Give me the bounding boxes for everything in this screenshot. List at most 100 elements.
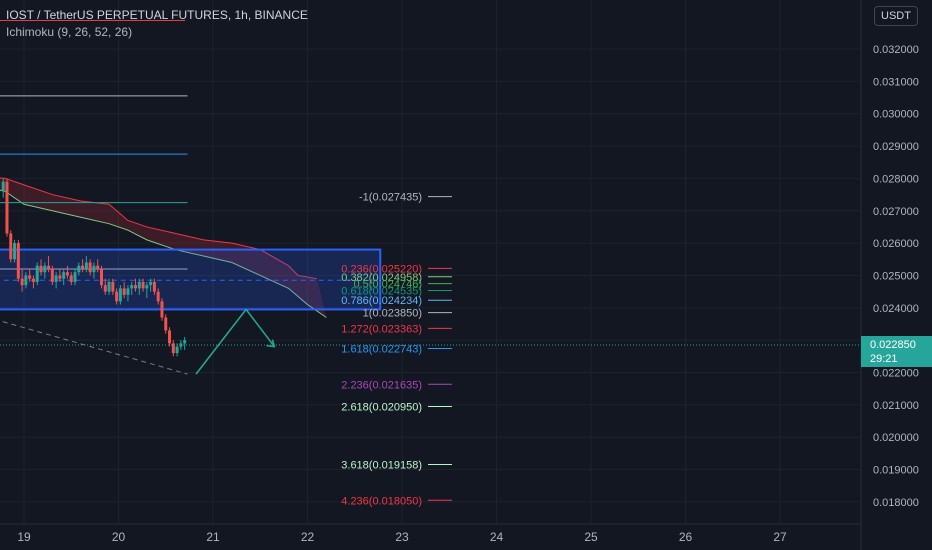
price-tick-label: 0.025000	[873, 270, 919, 282]
fib-level-label: 0.786(0.024234)	[341, 295, 422, 307]
candle-body	[35, 265, 39, 282]
candle-body	[39, 265, 43, 273]
candle-body	[77, 265, 81, 273]
time-tick-label: 26	[679, 530, 693, 544]
indicator-legend[interactable]: Ichimoku (9, 26, 52, 26)	[6, 25, 133, 39]
candle-body	[54, 275, 58, 282]
time-tick-label: 21	[206, 530, 220, 544]
time-axis[interactable]: 19 20 21 22 23 24 25 26 27	[17, 530, 787, 544]
candle-body	[69, 275, 73, 282]
candle-body	[62, 272, 66, 279]
candle-body	[111, 281, 115, 292]
trendlines[interactable]	[0, 308, 276, 375]
price-tick-label: 0.020000	[873, 432, 919, 444]
candle-body	[134, 285, 138, 289]
fib-level-label: 2.236(0.021635)	[341, 379, 422, 391]
candle-body	[28, 275, 32, 279]
price-tick-label: 0.030000	[873, 109, 919, 121]
cloud-upper-line	[0, 177, 318, 280]
time-tick-label: 22	[301, 530, 315, 544]
ichimoku-cloud	[0, 177, 327, 318]
candle-body	[84, 262, 88, 269]
fib-level-label: 2.618(0.020950)	[341, 401, 422, 413]
fib-level-label: 1.618(0.022743)	[341, 343, 422, 355]
header-underline	[0, 20, 185, 21]
price-tick-label: 0.021000	[873, 400, 919, 412]
candle-body	[160, 301, 164, 318]
candle-body	[122, 288, 126, 295]
time-tick-label: 20	[112, 530, 126, 544]
candle-body	[141, 281, 145, 289]
candle-body	[156, 291, 160, 302]
price-tick-label: 0.032000	[873, 44, 919, 56]
candle-body	[183, 340, 187, 344]
dashed-trendline[interactable]	[0, 314, 188, 375]
candle-body	[115, 291, 119, 302]
time-tick-label: 23	[395, 530, 409, 544]
fib-level-label: -1(0.027435)	[359, 192, 422, 204]
candle-countdown: 29:21	[870, 353, 898, 365]
candle-body	[149, 281, 153, 286]
current-price-tag: 0.022850 29:21	[861, 336, 932, 367]
candle-body	[164, 317, 168, 331]
candle-body	[73, 272, 77, 282]
price-tick-label: 0.028000	[873, 173, 919, 185]
currency-button[interactable]: USDT	[874, 6, 918, 26]
price-axis[interactable]: 0.032000 0.031000 0.030000 0.029000 0.028000…	[873, 44, 919, 509]
candle-body	[168, 330, 172, 344]
candle-body	[92, 265, 96, 273]
candle-body	[126, 288, 130, 295]
candle-body	[5, 181, 9, 234]
candle-body	[118, 288, 122, 302]
cloud-fill	[0, 177, 327, 318]
candle-body	[1, 181, 5, 192]
projection-arrowhead[interactable]	[266, 339, 276, 348]
candle-body	[99, 268, 103, 286]
price-tick-label: 0.031000	[873, 76, 919, 88]
grid	[0, 0, 861, 524]
candle-body	[88, 262, 92, 273]
fib-level-label: 0.382(0.024958)	[341, 272, 422, 284]
candle-body	[107, 281, 111, 292]
candle-body	[31, 278, 35, 282]
candle-body	[96, 265, 100, 269]
candle-body	[137, 281, 141, 289]
candle-body	[175, 346, 179, 354]
candle-body	[103, 285, 107, 292]
price-tick-label: 0.019000	[873, 465, 919, 477]
candle-body	[171, 343, 175, 354]
candle-body	[13, 243, 17, 260]
price-tick-label: 0.027000	[873, 206, 919, 218]
candle-body	[16, 243, 20, 279]
projection-path[interactable]	[195, 308, 276, 375]
candle-body	[58, 275, 62, 279]
price-tick-label: 0.026000	[873, 238, 919, 250]
time-tick-label: 24	[490, 530, 504, 544]
candle-body	[50, 268, 54, 282]
symbol-title[interactable]: IOST / TetherUS PERPETUAL FUTURES, 1h, B…	[6, 8, 308, 22]
candle-body	[145, 285, 149, 289]
candle-body	[152, 281, 156, 292]
fib-level-label: 0.618(0.024535)	[341, 285, 422, 297]
price-tick-label: 0.029000	[873, 141, 919, 153]
fib-level-label: 1(0.023850)	[363, 308, 422, 320]
candlesticks	[1, 178, 187, 357]
candle-body	[65, 272, 69, 276]
fib-level-label: 1.272(0.023363)	[341, 323, 422, 335]
price-tick-label: 0.018000	[873, 497, 919, 509]
fib-extension[interactable]: -1(0.027435) 0.236(0.025220)0.382(0.02495…	[341, 192, 452, 508]
candle-body	[43, 265, 47, 273]
candle-body	[47, 265, 51, 269]
candle-body	[20, 278, 24, 286]
fib-level-label: 0.5(0.024746)	[354, 279, 423, 291]
price-tick-label: 0.024000	[873, 303, 919, 315]
price-tick-label: 0.022000	[873, 368, 919, 380]
cloud-lower-line	[0, 189, 327, 318]
fib-level-label: 4.236(0.018050)	[341, 495, 422, 507]
current-price-value: 0.022850	[870, 339, 916, 351]
fib-level-label: 0.236(0.025220)	[341, 263, 422, 275]
time-tick-label: 27	[773, 530, 787, 544]
candle-body	[24, 275, 28, 286]
candle-body	[130, 285, 134, 289]
